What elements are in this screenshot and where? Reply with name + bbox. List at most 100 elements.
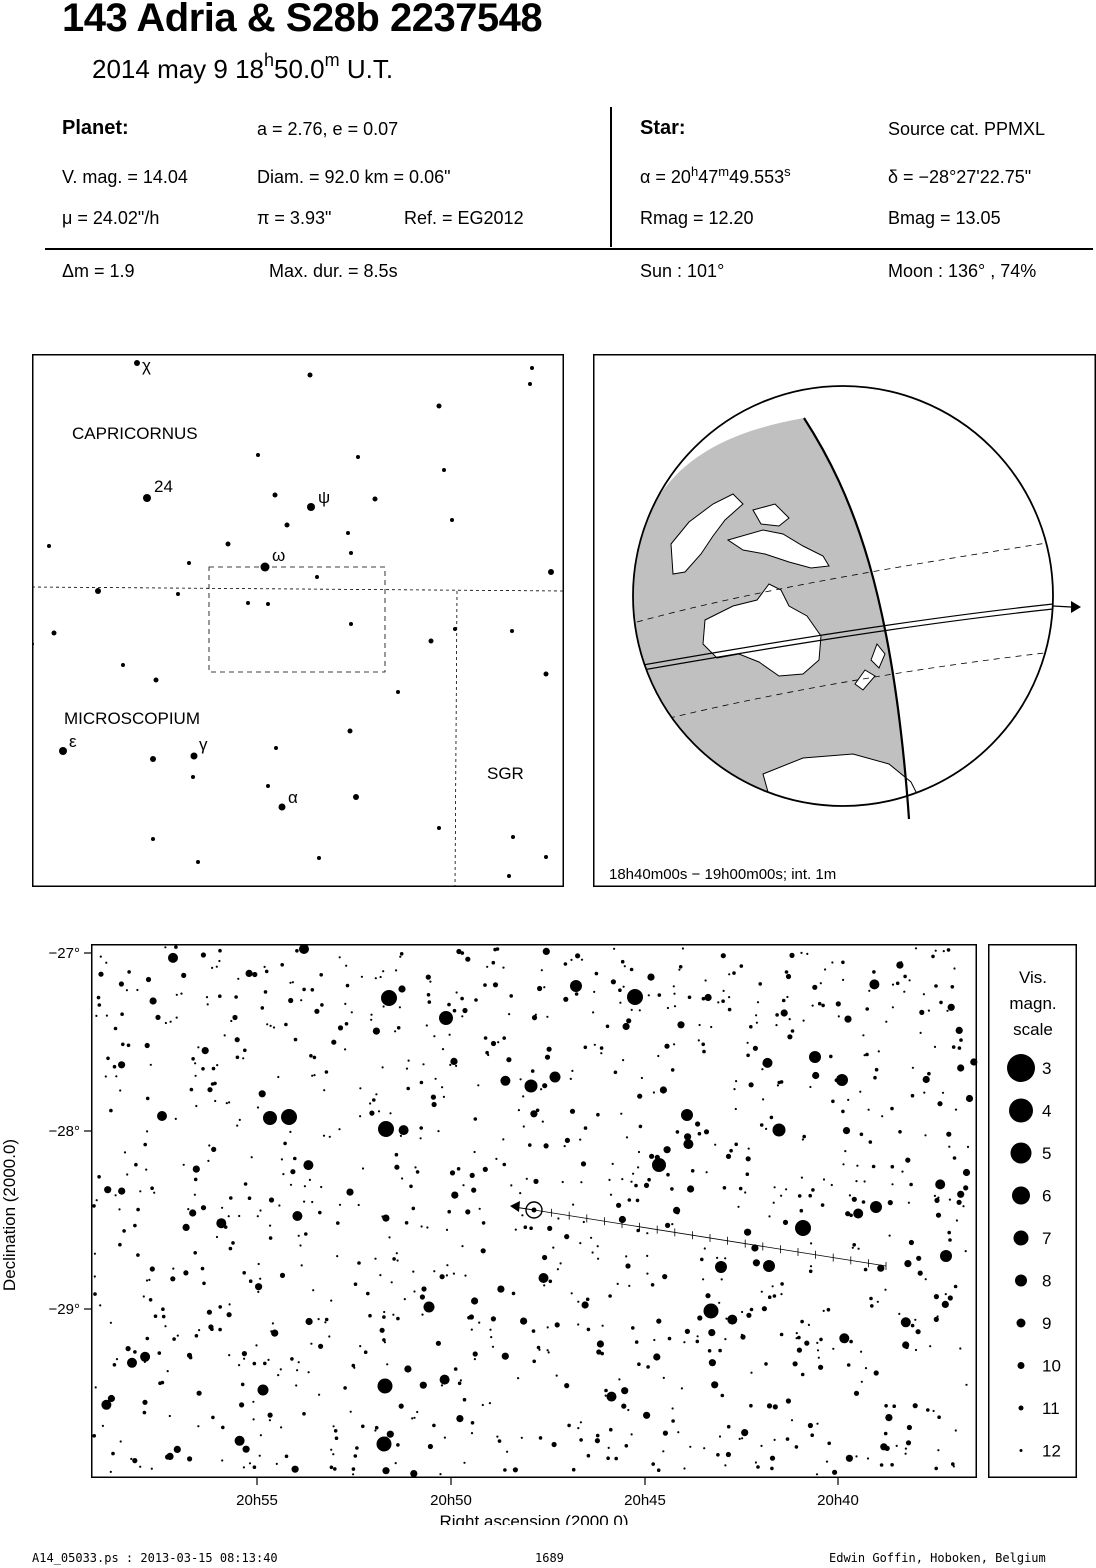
field-star — [107, 1394, 115, 1403]
field-star — [396, 1259, 399, 1262]
field-star — [122, 1229, 126, 1233]
field-star — [935, 1212, 942, 1218]
field-star — [243, 1048, 247, 1053]
field-star — [917, 1270, 923, 1276]
field-star — [536, 1345, 541, 1350]
field-star — [779, 1080, 784, 1084]
field-star — [966, 1145, 970, 1148]
dec-tick-29: −29° — [49, 1301, 80, 1318]
field-star — [403, 1298, 406, 1301]
field-star — [241, 1351, 247, 1357]
finder-star — [121, 663, 125, 667]
field-star — [488, 1402, 491, 1405]
field-star — [812, 984, 818, 990]
field-star — [737, 1205, 740, 1208]
field-star — [237, 977, 240, 980]
field-star — [399, 955, 402, 958]
scale-dot-7 — [1013, 1230, 1029, 1246]
field-star — [785, 1188, 788, 1191]
footer-file: A14_05033.ps : 2013-03-15 08:13:40 — [32, 1551, 278, 1565]
field-star — [725, 1153, 732, 1159]
field-star — [353, 1454, 358, 1458]
finder-star — [150, 756, 156, 762]
field-star — [372, 1098, 376, 1102]
field-star — [443, 1436, 446, 1439]
field-star — [398, 1006, 401, 1009]
field-star — [434, 1077, 437, 1080]
field-star — [398, 1403, 404, 1409]
field-star — [733, 1088, 736, 1091]
field-star — [530, 1110, 538, 1118]
field-star — [625, 1136, 629, 1139]
field-star — [728, 973, 731, 976]
field-star — [394, 1164, 400, 1170]
field-star — [647, 1177, 651, 1182]
field-star — [779, 1332, 784, 1337]
field-star — [299, 944, 309, 954]
field-star — [863, 1054, 866, 1057]
field-star — [596, 1349, 602, 1355]
field-star — [902, 1341, 910, 1349]
field-star — [697, 1131, 702, 1136]
field-star — [332, 1425, 335, 1428]
field-star — [407, 1059, 410, 1062]
field-star — [293, 1037, 298, 1042]
field-star — [845, 1211, 851, 1217]
field-star — [459, 1379, 462, 1382]
field-star — [531, 1329, 536, 1333]
field-star — [133, 1350, 137, 1354]
field-star — [218, 994, 222, 998]
planet-reference: Ref. = EG2012 — [404, 208, 524, 228]
bright-field-star — [378, 1121, 394, 1137]
field-star — [398, 985, 406, 993]
field-star — [538, 1436, 543, 1440]
field-star — [528, 1143, 532, 1147]
field-star — [681, 947, 685, 950]
field-star — [148, 1278, 151, 1281]
field-star — [456, 1415, 464, 1423]
field-star — [456, 1167, 461, 1171]
field-star — [580, 1161, 587, 1167]
field-star — [275, 1462, 278, 1465]
field-star — [929, 1345, 932, 1348]
field-star — [703, 1447, 706, 1450]
field-star — [853, 1390, 860, 1396]
field-star — [271, 1329, 279, 1337]
field-star — [703, 1247, 706, 1250]
field-star — [392, 1313, 395, 1316]
field-star — [291, 1465, 299, 1473]
field-star — [720, 1278, 723, 1281]
field-star — [947, 1003, 955, 1011]
field-star — [533, 1178, 539, 1184]
field-star — [853, 1208, 864, 1219]
field-star — [329, 1465, 334, 1470]
field-star — [481, 1221, 486, 1225]
finder-star — [153, 677, 159, 683]
field-star — [718, 1435, 722, 1438]
bright-field-star — [795, 1220, 811, 1236]
field-star — [106, 1056, 110, 1061]
field-star — [952, 1156, 957, 1160]
field-star — [240, 1382, 245, 1387]
dec-tick-28: −28° — [49, 1123, 80, 1140]
field-star — [395, 1252, 398, 1255]
field-star — [863, 1267, 868, 1272]
field-star — [470, 1432, 474, 1435]
field-star — [590, 1236, 593, 1239]
field-star — [810, 1433, 814, 1437]
field-star — [647, 973, 655, 981]
field-star — [806, 952, 809, 955]
field-star — [125, 989, 128, 992]
field-star — [140, 1351, 151, 1362]
field-star — [92, 1204, 96, 1208]
field-star — [754, 1461, 758, 1464]
field-star — [860, 1350, 863, 1353]
field-star — [292, 1211, 303, 1221]
finder-star — [548, 569, 554, 575]
field-star — [965, 1383, 968, 1386]
scale-label-7: 7 — [1042, 1229, 1051, 1248]
field-star — [625, 1255, 628, 1258]
field-star — [311, 1200, 314, 1204]
field-star — [295, 949, 299, 953]
field-star — [877, 1264, 885, 1272]
